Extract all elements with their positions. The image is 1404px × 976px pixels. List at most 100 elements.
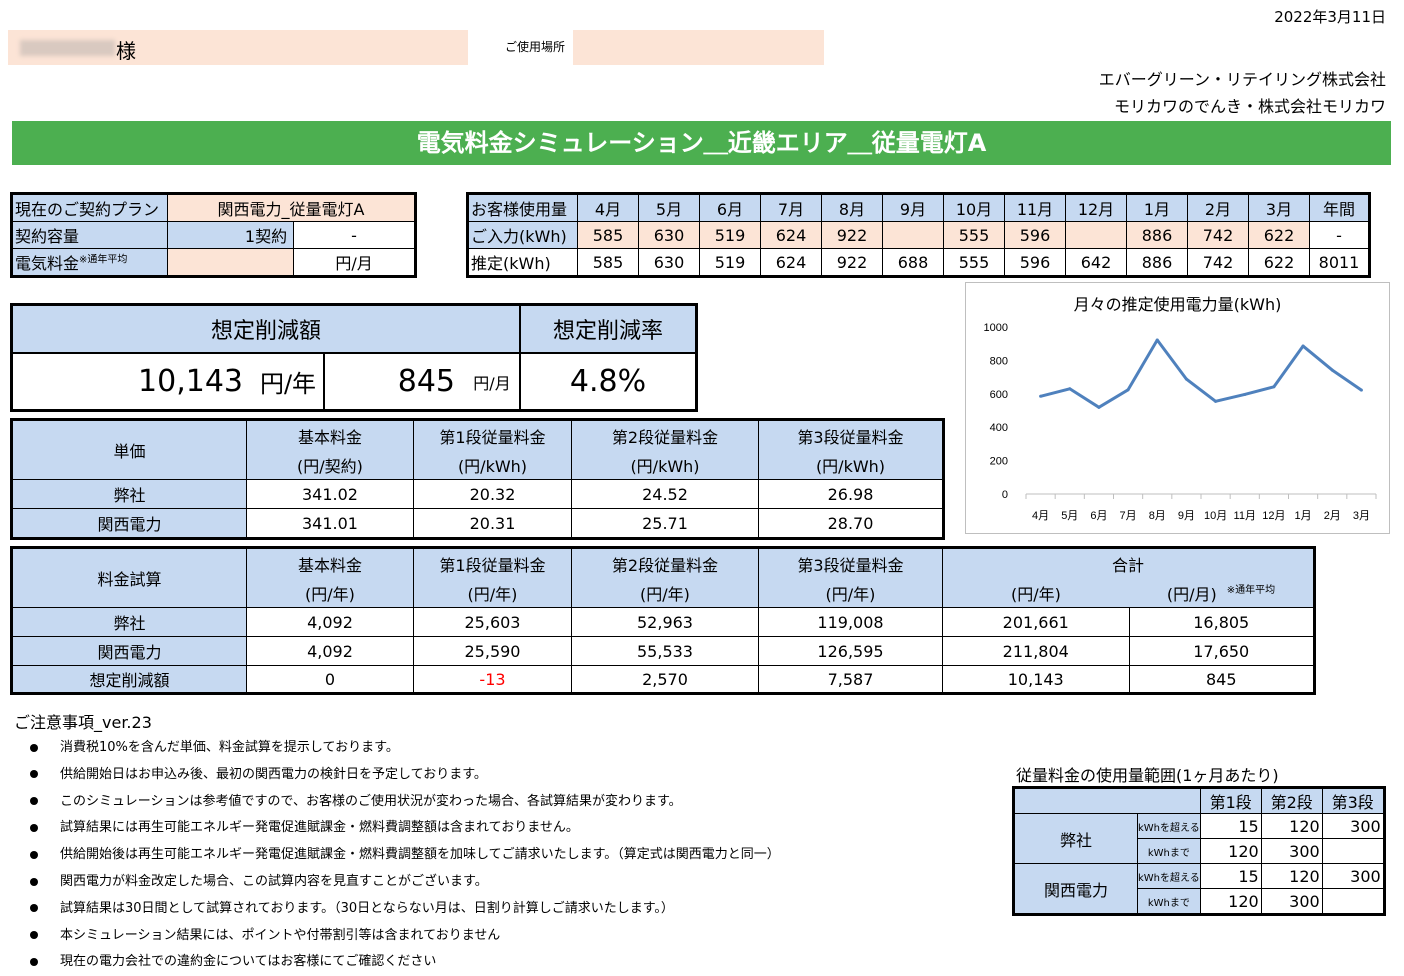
data-point — [1039, 394, 1043, 398]
bullet-icon — [30, 823, 38, 832]
x-tick-label: 12月 — [1262, 510, 1285, 522]
plan-value[interactable]: 関西電力_従量電灯A — [167, 193, 416, 222]
calc-cell: 52,963 — [571, 607, 759, 637]
usage-input-cell[interactable] — [882, 221, 944, 249]
tier-3: 第3段 — [1321, 787, 1385, 814]
data-point — [1272, 385, 1276, 389]
x-tick-label: 9月 — [1178, 510, 1195, 522]
bullet-icon — [30, 904, 38, 913]
calc-h0a: 基本料金 — [246, 547, 414, 578]
range-value — [1321, 838, 1385, 864]
savings-yearly-unit: 円/年 — [253, 353, 325, 412]
ranges-row-name: 関西電力 — [1013, 863, 1138, 915]
usage-input-cell[interactable]: 630 — [638, 221, 700, 249]
range-value: 120 — [1199, 838, 1262, 864]
chart-plot: 1000 800 600 400 200 0 4月 5月 6月 7月 8月 9月 10月 11月 12月 1月… — [984, 322, 1377, 522]
usage-estimate-cell: 922 — [821, 248, 883, 277]
bullet-icon — [30, 743, 38, 752]
usage-input-cell[interactable]: 622 — [1248, 221, 1310, 249]
data-point — [1184, 377, 1188, 381]
up-h1a: 第1段従量料金 — [413, 419, 572, 450]
note-text: 本シミュレーション結果には、ポイントや付帯割引等は含まれておりません — [60, 927, 501, 943]
x-tick-label: 2月 — [1324, 510, 1341, 522]
usage-input-cell[interactable]: 519 — [699, 221, 761, 249]
range-value: 300 — [1260, 838, 1323, 864]
usage-month-header: 12月 — [1065, 193, 1127, 222]
note-item: 本シミュレーション結果には、ポイントや付帯割引等は含まれておりません — [30, 924, 500, 943]
note-text: 現在の電力会社での違約金についてはお客様にてご確認ください — [60, 954, 437, 970]
data-point — [1359, 388, 1363, 392]
capacity-label: 契約容量 — [11, 221, 168, 249]
usage-month-header: 7月 — [760, 193, 822, 222]
usage-month-header: 8月 — [821, 193, 883, 222]
location-label: ご使用場所 — [505, 40, 566, 54]
calc-cell: -13 — [413, 665, 572, 694]
usage-input-cell[interactable]: 886 — [1126, 221, 1188, 249]
note-text: 供給開始後は再生可能エネルギー発電促進賦課金・燃料費調整額を加味してご請求いたし… — [60, 847, 780, 863]
usage-estimate-cell: 555 — [943, 248, 1005, 277]
unit-price-cell: 20.31 — [413, 508, 572, 539]
x-tick-label: 7月 — [1120, 510, 1137, 522]
usage-month-header: 2月 — [1187, 193, 1249, 222]
usage-input-cell[interactable]: 922 — [821, 221, 883, 249]
usage-month-header: 5月 — [638, 193, 700, 222]
y-tick-label: 0 — [1002, 489, 1008, 501]
contract-table: 現在のご契約プラン 関西電力_従量電灯A 契約容量 1契約 - 電気料金※通年平… — [10, 192, 417, 278]
usage-estimate-label: 推定(kWh) — [467, 248, 578, 277]
calc-total-month-cell: (円/月) ※通年平均 — [1129, 578, 1315, 608]
calc-row-name: 想定削減額 — [11, 665, 247, 694]
calc-row-name: 関西電力 — [11, 636, 247, 666]
usage-estimate-cell: 622 — [1248, 248, 1310, 277]
unit-price-cell: 25.71 — [571, 508, 759, 539]
unit-price-cell: 341.02 — [246, 479, 414, 509]
calc-cell: 4,092 — [246, 607, 414, 637]
usage-input-cell[interactable]: 596 — [1004, 221, 1066, 249]
calc-h3a: 第3段従量料金 — [758, 547, 943, 578]
usage-estimate-cell: 8011 — [1309, 248, 1370, 277]
usage-estimate-cell: 886 — [1126, 248, 1188, 277]
x-tick-label: 6月 — [1090, 510, 1107, 522]
title-banner — [12, 121, 1391, 165]
customer-name-field[interactable]: 様 — [8, 30, 468, 65]
bullet-icon — [30, 877, 38, 886]
usage-estimate-cell: 596 — [1004, 248, 1066, 277]
customer-suffix: 様 — [116, 39, 136, 63]
up-h2b: (円/kWh) — [571, 450, 759, 480]
usage-input-cell[interactable]: 742 — [1187, 221, 1249, 249]
y-tick-label: 800 — [990, 355, 1008, 367]
up-h3b: (円/kWh) — [758, 450, 944, 480]
bullet-icon — [30, 797, 38, 806]
upto-label: kWhまで — [1137, 838, 1201, 864]
up-h0a: 基本料金 — [246, 419, 414, 450]
calc-h2a: 第2段従量料金 — [571, 547, 759, 578]
note-text: このシミュレーションは参考値ですので、お客様のご使用状況が変わった場合、各試算結… — [60, 793, 682, 809]
page-title: 電気料金シミュレーション＿近畿エリア＿従量電灯A — [416, 129, 987, 157]
usage-input-cell[interactable]: 624 — [760, 221, 822, 249]
bullet-icon — [30, 770, 38, 779]
calc-row-name: 弊社 — [11, 607, 247, 637]
calc-table: 料金試算 基本料金 第1段従量料金 第2段従量料金 第3段従量料金 合計 (円/… — [10, 546, 1316, 695]
usage-month-header: 11月 — [1004, 193, 1066, 222]
x-tick-label: 3月 — [1353, 510, 1370, 522]
note-text: 関西電力が料金改定した場合、この試算内容を見直すことがございます。 — [60, 874, 488, 889]
up-h0b: (円/契約) — [246, 450, 414, 480]
note-item: 現在の電力会社での違約金についてはお客様にてご確認ください — [30, 950, 436, 969]
fee-note: ※通年平均 — [79, 254, 128, 266]
location-field[interactable] — [573, 30, 824, 65]
tier-1: 第1段 — [1199, 787, 1262, 814]
data-point — [1126, 388, 1130, 392]
fee-label-text: 電気料金 — [15, 254, 80, 273]
usage-month-header: 10月 — [943, 193, 1005, 222]
usage-input-cell[interactable] — [1065, 221, 1127, 249]
fee-input[interactable] — [166, 248, 295, 277]
tier-2: 第2段 — [1260, 787, 1323, 814]
note-item: このシミュレーションは参考値ですので、お客様のご使用状況が変わった場合、各試算結… — [30, 790, 682, 809]
company-line1: エバーグリーン・リテイリング株式会社 — [1098, 70, 1386, 89]
data-point — [1097, 405, 1101, 409]
note-item: 試算結果は30日間として試算されております。（30日とならない月は、日割り計算し… — [30, 897, 674, 916]
usage-month-header: 1月 — [1126, 193, 1188, 222]
usage-input-cell[interactable]: 555 — [943, 221, 1005, 249]
usage-input-cell[interactable]: 585 — [577, 221, 639, 249]
x-tick-label: 5月 — [1061, 510, 1078, 522]
calc-cell: 55,533 — [571, 636, 759, 666]
